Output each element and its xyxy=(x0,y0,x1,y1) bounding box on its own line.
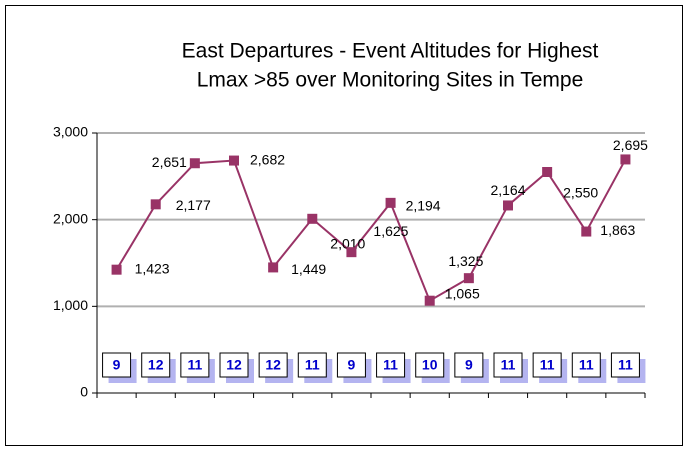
annotation: 10 xyxy=(422,357,438,373)
data-label: 2,550 xyxy=(563,185,598,201)
data-label: 2,695 xyxy=(613,137,648,153)
marker xyxy=(111,264,122,275)
data-label: 2,177 xyxy=(176,197,211,213)
annotation-box xyxy=(102,352,132,378)
annotation: 9 xyxy=(348,357,356,373)
data-label: 2,682 xyxy=(250,151,285,167)
data-label: 1,449 xyxy=(291,261,326,277)
annotation-box xyxy=(258,352,288,378)
annotation-box xyxy=(415,352,445,378)
data-label: 2,010 xyxy=(330,236,365,252)
marker xyxy=(150,199,161,210)
annotation: 9 xyxy=(113,357,121,373)
annotation-box xyxy=(571,352,601,378)
data-label: 2,651 xyxy=(152,154,187,170)
data-label: 1,863 xyxy=(600,222,635,238)
annotation: 12 xyxy=(148,357,164,373)
series-line xyxy=(115,158,627,303)
data-label: 2,164 xyxy=(490,182,525,198)
annotation: 12 xyxy=(226,357,242,373)
marker xyxy=(620,154,631,165)
annotation-box xyxy=(493,352,523,378)
data-label: 1,625 xyxy=(373,223,408,239)
annotation: 11 xyxy=(383,357,398,373)
y-tick-label: 1,000 xyxy=(53,297,88,313)
annotation: 11 xyxy=(305,357,320,373)
data-label: 1,065 xyxy=(445,285,480,301)
marker xyxy=(229,155,239,166)
marker xyxy=(463,273,474,284)
annotation: 11 xyxy=(187,357,202,373)
marker xyxy=(542,167,553,177)
marker xyxy=(581,226,592,237)
annotation-box xyxy=(610,352,640,378)
marker xyxy=(346,247,357,258)
annotation-box xyxy=(336,352,366,378)
marker xyxy=(424,295,435,306)
annotation: 11 xyxy=(579,357,594,373)
marker xyxy=(385,197,396,208)
y-tick-label: 2,000 xyxy=(53,210,88,226)
marker xyxy=(307,213,318,224)
marker xyxy=(268,262,279,273)
chart-title: Lmax >85 over Monitoring Sites in Tempe xyxy=(197,69,584,92)
annotation: 11 xyxy=(540,357,555,373)
data-label: 1,325 xyxy=(448,253,483,269)
annotation: 9 xyxy=(465,357,473,373)
chart-title: East Departures - Event Altitudes for Hi… xyxy=(182,40,599,63)
annotation-box xyxy=(141,352,171,378)
marker xyxy=(503,200,513,211)
annotation-box xyxy=(180,352,210,378)
annotation: 11 xyxy=(618,357,633,373)
annotation: 12 xyxy=(265,357,281,373)
annotation-box xyxy=(376,352,406,378)
y-tick-label: 0 xyxy=(80,384,88,400)
y-tick-label: 3,000 xyxy=(53,124,88,140)
annotation-box xyxy=(297,352,327,378)
data-label: 1,423 xyxy=(135,260,170,276)
annotation-box xyxy=(532,352,562,378)
annotation-box xyxy=(454,352,484,378)
annotation: 11 xyxy=(501,357,516,373)
marker xyxy=(189,158,200,169)
data-label: 2,194 xyxy=(406,198,441,214)
annotation-box xyxy=(219,352,249,378)
